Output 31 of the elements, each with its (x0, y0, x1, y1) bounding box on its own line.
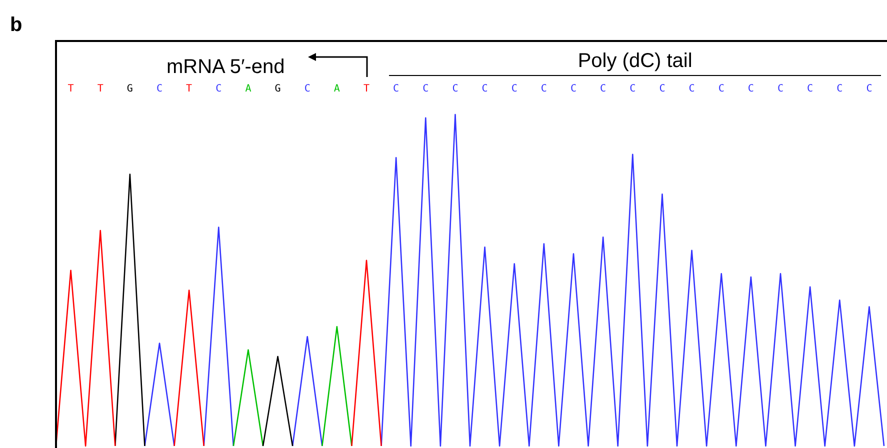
x-tick-label: C (748, 84, 754, 95)
x-tick-label: T (363, 84, 370, 95)
x-tick-label: C (688, 84, 695, 95)
x-tick-label: T (68, 84, 74, 95)
x-tick-label: G (274, 84, 281, 95)
x-tick-label: C (836, 84, 843, 95)
x-tick-label: C (216, 84, 222, 95)
x-tick-label: C (393, 84, 400, 95)
x-tick-label: C (600, 84, 606, 95)
x-tick-label: T (186, 84, 192, 95)
x-tick-label: C (511, 84, 518, 95)
x-tick-label: C (540, 84, 547, 95)
x-tick-label: A (334, 84, 340, 95)
x-tick-label: C (452, 84, 458, 95)
x-tick-label: A (245, 84, 252, 95)
x-tick-label: C (304, 84, 310, 95)
x-tick-label: C (630, 84, 636, 95)
x-tick-label: C (866, 84, 872, 95)
text: Poly (dC) tail (578, 50, 692, 73)
x-tick-label: G (126, 84, 133, 95)
x-tick-label: C (422, 84, 429, 95)
text: b (10, 14, 22, 37)
x-tick-label: C (718, 84, 724, 95)
x-tick-label: C (807, 84, 814, 95)
x-tick-label: C (570, 84, 577, 95)
x-tick-label: C (482, 84, 488, 95)
x-tick-label: C (659, 84, 666, 95)
x-tick-label: T (97, 84, 104, 95)
x-tick-label: C (156, 84, 163, 95)
x-tick-label: C (777, 84, 784, 95)
text: mRNA 5′-end (166, 56, 285, 79)
